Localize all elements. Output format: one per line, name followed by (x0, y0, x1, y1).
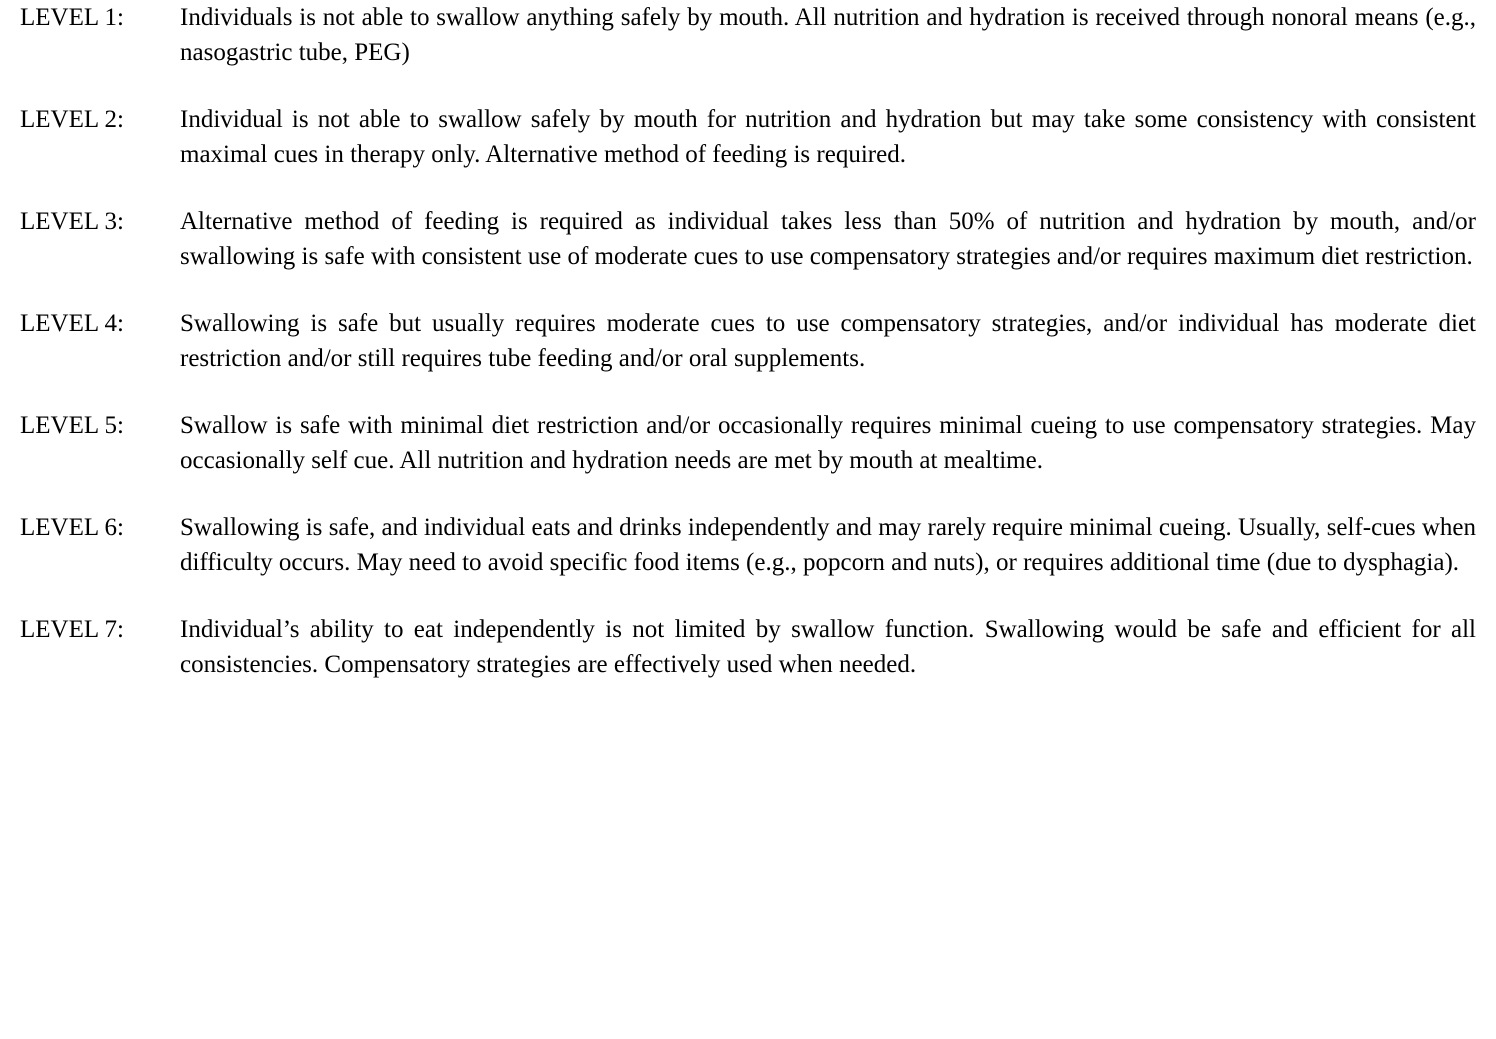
level-label: LEVEL 2: (20, 102, 180, 137)
level-description: Swallowing is safe, and individual eats … (180, 510, 1476, 580)
level-row: LEVEL 2: Individual is not able to swall… (20, 102, 1476, 172)
level-row: LEVEL 6: Swallowing is safe, and individ… (20, 510, 1476, 580)
level-row: LEVEL 7: Individual’s ability to eat ind… (20, 612, 1476, 682)
level-label: LEVEL 4: (20, 306, 180, 341)
level-label: LEVEL 7: (20, 612, 180, 647)
level-row: LEVEL 3: Alternative method of feeding i… (20, 204, 1476, 274)
level-row: LEVEL 5: Swallow is safe with minimal di… (20, 408, 1476, 478)
level-description: Alternative method of feeding is require… (180, 204, 1476, 274)
level-description: Swallow is safe with minimal diet restri… (180, 408, 1476, 478)
level-description: Individual is not able to swallow safely… (180, 102, 1476, 172)
level-row: LEVEL 4: Swallowing is safe but usually … (20, 306, 1476, 376)
level-label: LEVEL 3: (20, 204, 180, 239)
level-label: LEVEL 5: (20, 408, 180, 443)
levels-definition-list: LEVEL 1: Individuals is not able to swal… (0, 0, 1496, 712)
level-description: Individuals is not able to swallow anyth… (180, 0, 1476, 70)
level-description: Individual’s ability to eat independentl… (180, 612, 1476, 682)
level-label: LEVEL 1: (20, 0, 180, 35)
level-row: LEVEL 1: Individuals is not able to swal… (20, 0, 1476, 70)
level-description: Swallowing is safe but usually requires … (180, 306, 1476, 376)
level-label: LEVEL 6: (20, 510, 180, 545)
